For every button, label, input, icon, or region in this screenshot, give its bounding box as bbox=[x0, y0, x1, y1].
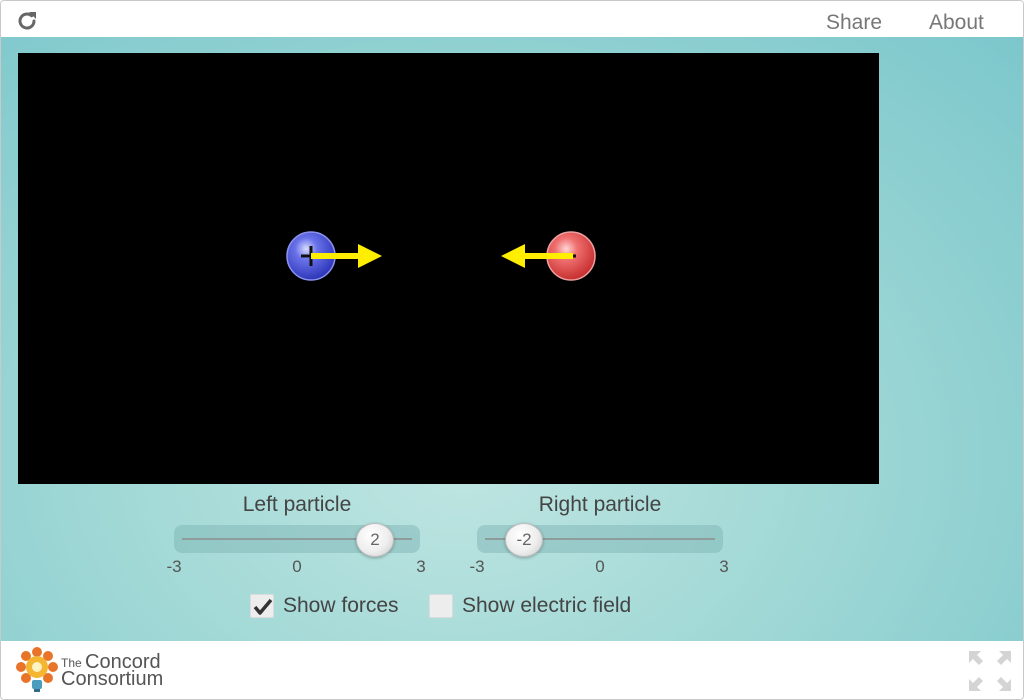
right-slider-mid-label: 0 bbox=[585, 557, 615, 577]
checkmark-icon bbox=[252, 596, 274, 618]
right-slider-max-label: 3 bbox=[709, 557, 739, 577]
bottom-bar: The Concord Consortium bbox=[1, 641, 1023, 699]
show-electric-field-checkbox[interactable] bbox=[429, 594, 453, 618]
about-link[interactable]: About bbox=[929, 11, 984, 35]
show-forces-label[interactable]: Show forces bbox=[283, 594, 399, 618]
left-slider-thumb[interactable]: 2 bbox=[356, 523, 394, 557]
logo-text-consortium: Consortium bbox=[61, 668, 163, 691]
interactive-area: Left particle 2 -3 0 3 Right particle -2… bbox=[1, 37, 1023, 641]
right-particle-title: Right particle bbox=[477, 493, 723, 517]
concord-logo-icon bbox=[15, 646, 59, 699]
left-particle-slider[interactable]: 2 bbox=[174, 525, 420, 553]
left-slider-mid-label: 0 bbox=[282, 557, 312, 577]
right-slider-thumb[interactable]: -2 bbox=[505, 523, 543, 557]
left-particle-title: Left particle bbox=[174, 493, 420, 517]
right-slider-min-label: -3 bbox=[462, 557, 492, 577]
show-electric-field-label[interactable]: Show electric field bbox=[462, 594, 631, 618]
simulation-canvas bbox=[18, 53, 879, 484]
reload-icon[interactable] bbox=[15, 9, 39, 33]
right-particle-slider[interactable]: -2 bbox=[477, 525, 723, 553]
share-link[interactable]: Share bbox=[826, 11, 882, 35]
left-slider-min-label: -3 bbox=[159, 557, 189, 577]
fullscreen-icon[interactable] bbox=[967, 649, 1013, 698]
top-bar: Share About bbox=[1, 1, 1023, 37]
left-slider-max-label: 3 bbox=[406, 557, 436, 577]
show-forces-checkbox[interactable] bbox=[250, 594, 274, 618]
